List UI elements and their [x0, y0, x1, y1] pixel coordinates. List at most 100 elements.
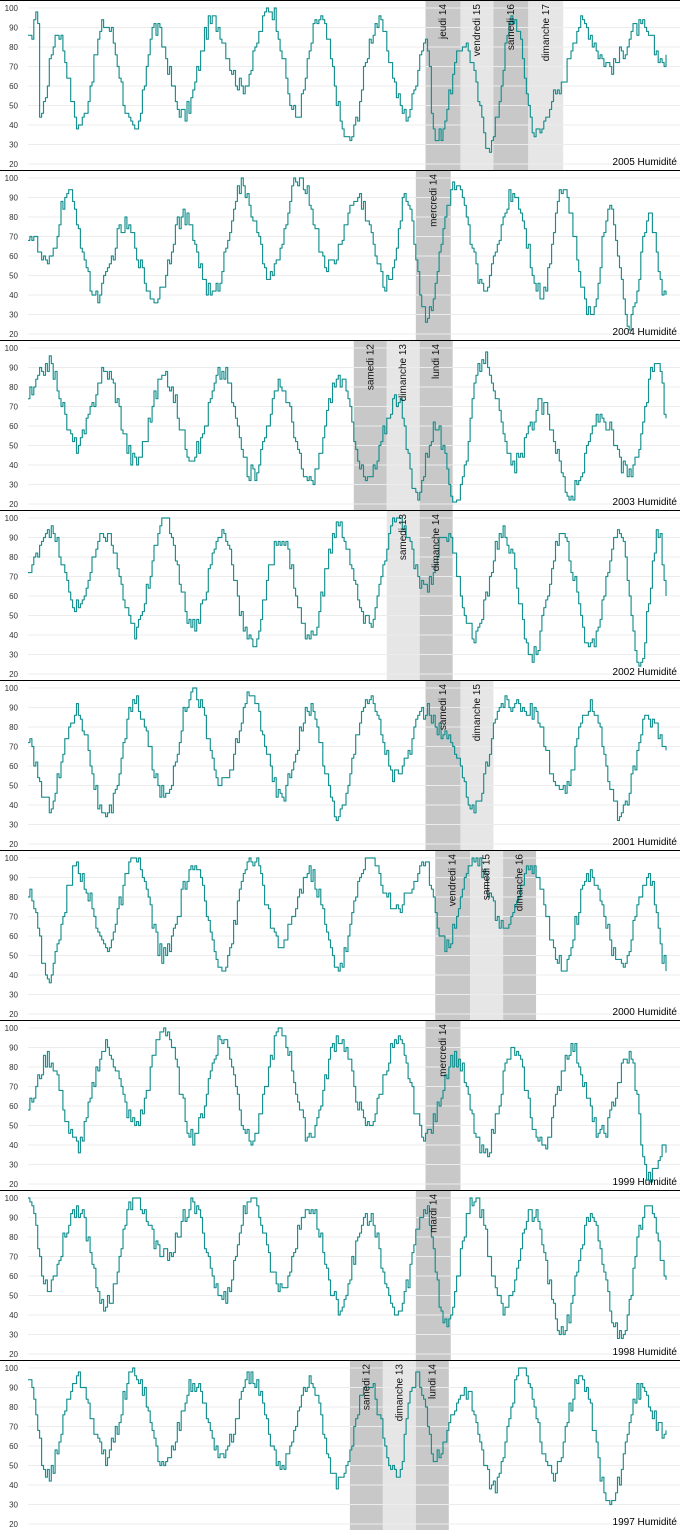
humidity-line [28, 517, 667, 667]
y-tick-label: 50 [9, 612, 18, 621]
y-tick-label: 40 [9, 631, 18, 640]
y-tick-label: 100 [5, 854, 19, 863]
y-tick-label: 20 [9, 160, 18, 169]
panel-caption: 1999 Humidité [613, 1177, 678, 1188]
y-tick-label: 20 [9, 1350, 18, 1359]
y-tick-label: 80 [9, 43, 18, 52]
y-tick-label: 30 [9, 311, 18, 320]
humidity-panel: 20 30 40 50 60 70 80 90 100 vendredi 14 samedi 15 d… [0, 850, 680, 1020]
day-band-label: jeudi 14 [438, 4, 449, 40]
day-band-label: vendredi 14 [448, 854, 459, 907]
y-tick-label: 80 [9, 213, 18, 222]
humidity-chart-svg: 20 30 40 50 60 70 80 90 100 jeudi 14 vendredi 15 sa… [5, 1, 680, 170]
y-tick-label: 40 [9, 121, 18, 130]
y-tick-label: 90 [9, 534, 18, 543]
y-tick-label: 50 [9, 102, 18, 111]
y-tick-label: 50 [9, 952, 18, 961]
y-tick-label: 60 [9, 422, 18, 431]
panel-caption: 2003 Humidité [613, 497, 678, 508]
y-tick-label: 30 [9, 481, 18, 490]
y-tick-label: 70 [9, 403, 18, 412]
y-tick-label: 90 [9, 1044, 18, 1053]
y-tick-label: 30 [9, 991, 18, 1000]
day-band-label: samedi 15 [482, 854, 493, 901]
day-band-label: dimanche 16 [515, 854, 526, 912]
humidity-line [28, 1367, 667, 1506]
day-band-label: dimanche 13 [398, 344, 409, 402]
y-tick-label: 60 [9, 932, 18, 941]
panel-caption: 2005 Humidité [613, 157, 678, 168]
y-tick-label: 70 [9, 743, 18, 752]
y-tick-label: 80 [9, 893, 18, 902]
y-tick-label: 20 [9, 1180, 18, 1189]
humidity-panel: 20 30 40 50 60 70 80 90 100 samedi 13 dimanche 14 2… [0, 510, 680, 680]
y-tick-label: 60 [9, 252, 18, 261]
y-tick-label: 70 [9, 913, 18, 922]
y-tick-label: 90 [9, 704, 18, 713]
humidity-panel: 20 30 40 50 60 70 80 90 100 samedi 14 dimanche 15 2… [0, 680, 680, 850]
y-tick-label: 50 [9, 272, 18, 281]
y-tick-label: 80 [9, 383, 18, 392]
y-tick-label: 50 [9, 782, 18, 791]
day-band-label: mardi 14 [428, 1194, 439, 1233]
y-tick-label: 70 [9, 573, 18, 582]
y-tick-label: 80 [9, 723, 18, 732]
y-tick-label: 60 [9, 592, 18, 601]
y-tick-label: 100 [5, 174, 19, 183]
y-tick-label: 40 [9, 291, 18, 300]
y-tick-label: 60 [9, 1102, 18, 1111]
y-tick-label: 70 [9, 1253, 18, 1262]
y-tick-label: 20 [9, 840, 18, 849]
humidity-chart-svg: 20 30 40 50 60 70 80 90 100 mercredi 14 2004 Humid… [5, 171, 680, 340]
y-tick-label: 20 [9, 670, 18, 679]
y-tick-label: 40 [9, 1481, 18, 1490]
y-tick-label: 80 [9, 1403, 18, 1412]
y-tick-label: 50 [9, 442, 18, 451]
y-tick-label: 70 [9, 63, 18, 72]
y-tick-label: 80 [9, 553, 18, 562]
day-band-label: lundi 14 [431, 344, 442, 379]
day-band-label: dimanche 17 [541, 4, 552, 62]
y-tick-label: 70 [9, 1423, 18, 1432]
day-band-label: samedi 12 [361, 1364, 372, 1411]
humidity-chart-svg: 20 30 40 50 60 70 80 90 100 samedi 12 dimanche 13 l… [5, 1361, 680, 1530]
y-tick-label: 60 [9, 1442, 18, 1451]
y-tick-label: 30 [9, 141, 18, 150]
y-tick-label: 90 [9, 194, 18, 203]
y-tick-label: 30 [9, 651, 18, 660]
y-tick-label: 50 [9, 1462, 18, 1471]
y-tick-label: 50 [9, 1292, 18, 1301]
y-tick-label: 60 [9, 1272, 18, 1281]
y-tick-label: 40 [9, 461, 18, 470]
y-tick-label: 70 [9, 1083, 18, 1092]
humidity-line [28, 1197, 667, 1339]
y-tick-label: 100 [5, 684, 19, 693]
y-tick-label: 40 [9, 1141, 18, 1150]
y-tick-label: 40 [9, 971, 18, 980]
y-tick-label: 90 [9, 364, 18, 373]
y-tick-label: 60 [9, 762, 18, 771]
humidity-line [28, 177, 667, 331]
panel-caption: 2002 Humidité [613, 667, 678, 678]
panel-caption: 1997 Humidité [613, 1517, 678, 1528]
humidity-line [28, 687, 667, 822]
y-tick-label: 30 [9, 1161, 18, 1170]
day-band-label: vendredi 15 [472, 4, 483, 57]
humidity-panel: 20 30 40 50 60 70 80 90 100 samedi 12 dimanche 13 l… [0, 1360, 680, 1530]
day-band-label: samedi 16 [506, 4, 517, 51]
humidity-chart-svg: 20 30 40 50 60 70 80 90 100 samedi 14 dimanche 15 2… [5, 681, 680, 850]
humidity-line [28, 351, 667, 503]
humidity-line [28, 1027, 667, 1183]
y-tick-label: 20 [9, 330, 18, 339]
humidity-line [28, 7, 667, 153]
y-tick-label: 100 [5, 1364, 19, 1373]
y-tick-label: 60 [9, 82, 18, 91]
day-band-label: samedi 12 [365, 344, 376, 391]
y-tick-label: 100 [5, 1024, 19, 1033]
day-band-label: mercredi 14 [438, 1024, 449, 1077]
y-tick-label: 40 [9, 801, 18, 810]
y-tick-label: 100 [5, 4, 19, 13]
humidity-panel: 20 30 40 50 60 70 80 90 100 jeudi 14 vendredi 15 sa… [0, 0, 680, 170]
y-tick-label: 80 [9, 1063, 18, 1072]
y-tick-label: 100 [5, 1194, 19, 1203]
